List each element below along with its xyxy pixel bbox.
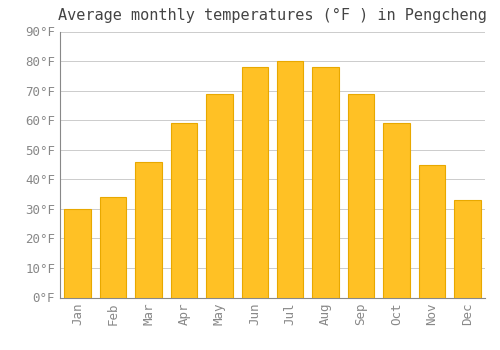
Title: Average monthly temperatures (°F ) in Pengcheng: Average monthly temperatures (°F ) in Pe… <box>58 8 487 23</box>
Bar <box>100 197 126 298</box>
Bar <box>170 123 197 298</box>
Bar <box>454 200 480 298</box>
Bar <box>418 164 445 298</box>
Bar <box>242 67 268 298</box>
Bar <box>206 93 233 298</box>
Bar <box>312 67 339 298</box>
Bar <box>64 209 91 298</box>
Bar <box>383 123 409 298</box>
Bar <box>136 162 162 298</box>
Bar <box>348 93 374 298</box>
Bar <box>277 61 303 297</box>
